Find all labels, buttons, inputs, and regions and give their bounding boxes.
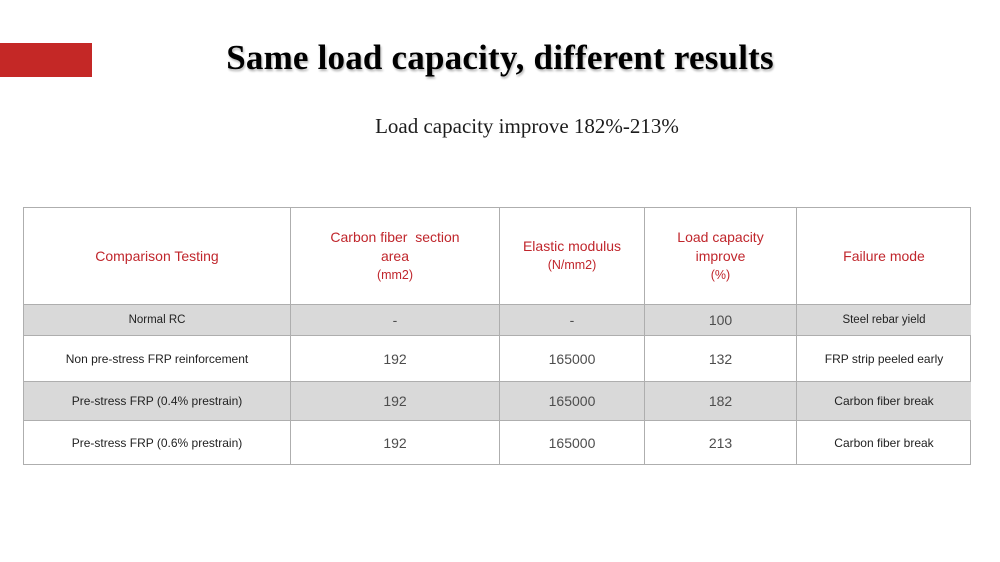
cell-elastic-modulus: 165000 <box>500 382 645 421</box>
table-header-row: Comparison Testing Carbon fiber section … <box>24 208 971 305</box>
table-row: Normal RC - - 100 Steel rebar yield <box>24 305 971 336</box>
cell-failure-mode: Carbon fiber break <box>797 382 971 421</box>
red-accent-bar <box>0 43 92 77</box>
cell-failure-mode: FRP strip peeled early <box>797 336 971 382</box>
header-line: area <box>380 247 410 264</box>
header-line: Load capacity <box>677 228 764 245</box>
cell-test-name: Non pre-stress FRP reinforcement <box>24 336 291 382</box>
cell-failure-mode: Carbon fiber break <box>834 435 934 450</box>
header-line: Failure mode <box>843 247 925 264</box>
column-header-comparison-testing: Comparison Testing <box>24 208 291 305</box>
column-header-carbon-fiber-section-area: Carbon fiber section area (mm2) <box>291 208 500 305</box>
cell-elastic-modulus: 165000 <box>500 421 645 464</box>
slide-title: Same load capacity, different results <box>226 38 774 77</box>
cell-load-improve: 132 <box>645 336 797 382</box>
header-line: Comparison Testing <box>95 247 219 264</box>
cell-load-improve: 213 <box>645 421 797 464</box>
cell-load-improve: 100 <box>645 305 797 336</box>
comparison-table: Comparison Testing Carbon fiber section … <box>23 207 971 465</box>
slide-subtitle: Load capacity improve 182%-213% <box>375 114 679 138</box>
cell-test-name: Pre-stress FRP (0.4% prestrain) <box>24 382 291 421</box>
table-row: Non pre-stress FRP reinforcement 192 165… <box>24 336 971 382</box>
header-line: improve <box>695 247 746 264</box>
table-row: Pre-stress FRP (0.4% prestrain) 192 1650… <box>24 382 971 421</box>
header-unit: (mm2) <box>376 267 414 282</box>
cell-test-name: Pre-stress FRP (0.6% prestrain) <box>24 421 291 464</box>
header-line: Carbon fiber section <box>330 228 460 245</box>
header-unit: (N/mm2) <box>547 258 597 272</box>
cell-test-name: Normal RC <box>24 305 291 336</box>
table-row: Pre-stress FRP (0.6% prestrain) 192 1650… <box>24 421 970 464</box>
cell-elastic-modulus: - <box>500 305 645 336</box>
cell-failure-mode: Steel rebar yield <box>797 305 971 336</box>
cell-load-improve: 182 <box>645 382 797 421</box>
column-header-failure-mode: Failure mode <box>797 208 971 305</box>
cell-section-area: 192 <box>291 421 500 464</box>
column-header-elastic-modulus: Elastic modulus (N/mm2) <box>500 208 645 305</box>
column-header-load-capacity-improve: Load capacity improve (%) <box>645 208 797 305</box>
cell-section-area: 192 <box>291 382 500 421</box>
header-unit: (%) <box>710 267 731 282</box>
cell-section-area: 192 <box>291 336 500 382</box>
cell-section-area: - <box>291 305 500 336</box>
cell-elastic-modulus: 165000 <box>500 336 645 382</box>
header-line: Elastic modulus <box>522 238 622 254</box>
